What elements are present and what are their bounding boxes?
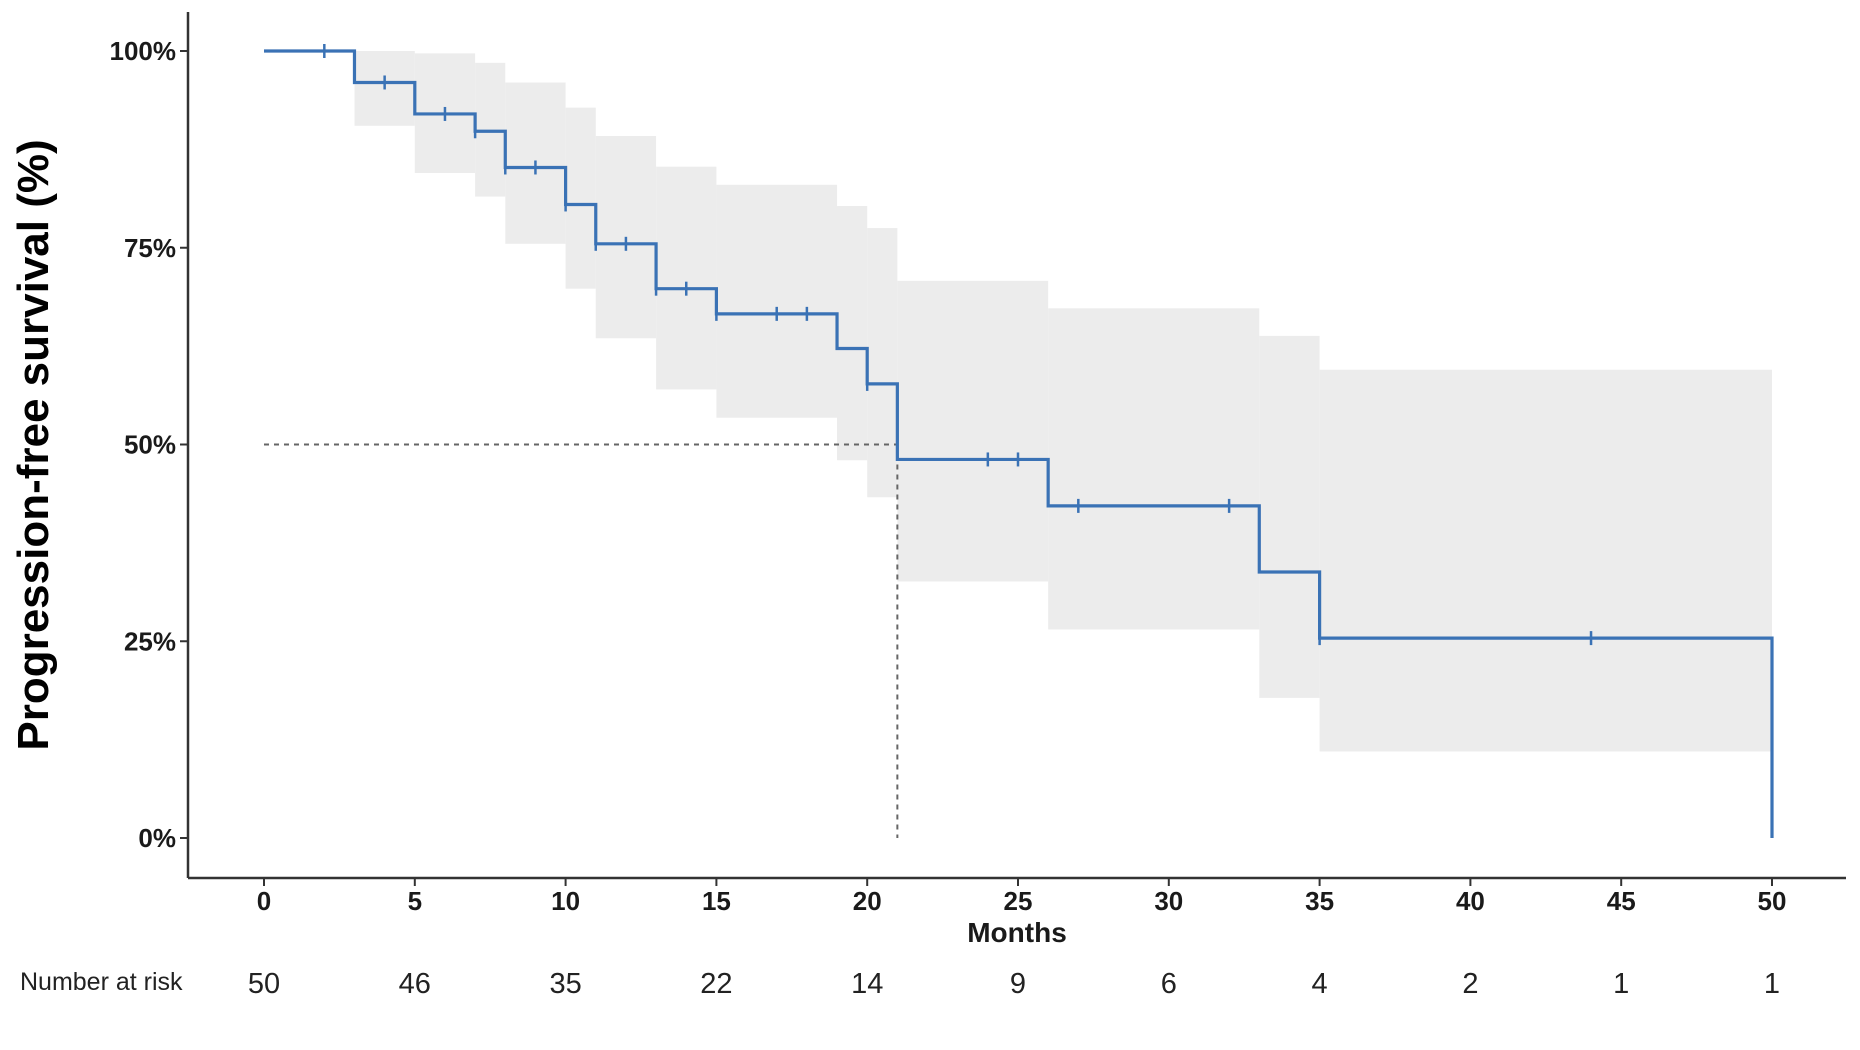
ci-band-segment-14: [1319, 369, 1772, 752]
risk-value: 50: [248, 968, 280, 1000]
y-tick-label: 25%: [124, 626, 176, 656]
risk-value: 35: [549, 968, 581, 1000]
y-tick-label: 75%: [124, 233, 176, 263]
risk-value: 22: [700, 968, 732, 1000]
x-tick-label: 20: [853, 886, 882, 916]
y-axis-label: Progression-free survival (%): [9, 139, 58, 750]
x-tick-label: 10: [551, 886, 580, 916]
axis-labels: Progression-free survival (%) Months: [9, 139, 1067, 948]
risk-value: 1: [1764, 968, 1780, 1000]
x-tick-label: 35: [1305, 886, 1334, 916]
axes: 0% 25% 50% 75% 100% 0 5 10 15 20 25 30 35 40 45 50: [110, 12, 1846, 916]
x-axis-label: Months: [967, 917, 1067, 948]
survival-curve-group: [264, 49, 1774, 838]
ci-band-segment-12: [1048, 308, 1260, 630]
ci-band-segment-9: [837, 206, 868, 461]
x-tick-label: 5: [408, 886, 422, 916]
risk-value: 2: [1462, 968, 1478, 1000]
y-tick-label: 100%: [110, 36, 177, 66]
x-tick-label: 15: [702, 886, 731, 916]
censor-marks: [323, 44, 1593, 646]
number-at-risk-table: Number at risk 50 46 35 22 14 9 6 4 2 1 1: [20, 968, 1780, 1000]
ci-band-segment-7: [656, 166, 717, 390]
y-tick-label: 0%: [138, 823, 176, 853]
ci-band-segment-10: [867, 228, 898, 498]
x-tick-label: 0: [257, 886, 271, 916]
ci-band-segment-5: [565, 107, 596, 289]
x-tick-label: 25: [1004, 886, 1033, 916]
confidence-band: [354, 51, 1772, 752]
ci-band-segment-8: [716, 184, 838, 418]
risk-table-title: Number at risk: [20, 968, 183, 996]
x-tick-label: 50: [1758, 886, 1787, 916]
risk-value: 4: [1312, 968, 1328, 1000]
risk-value: 1: [1613, 968, 1629, 1000]
risk-value: 6: [1161, 968, 1177, 1000]
risk-value: 14: [851, 968, 883, 1000]
median-guide-lines: [264, 443, 899, 838]
risk-value: 9: [1010, 968, 1026, 1000]
x-tick-label: 30: [1154, 886, 1183, 916]
x-tick-label: 40: [1456, 886, 1485, 916]
ci-band-segment-11: [897, 280, 1049, 582]
risk-value: 46: [399, 968, 431, 1000]
ci-band-segment-13: [1259, 335, 1320, 698]
y-tick-label: 50%: [124, 430, 176, 460]
x-tick-label: 45: [1607, 886, 1636, 916]
survival-curve: [264, 49, 1774, 838]
